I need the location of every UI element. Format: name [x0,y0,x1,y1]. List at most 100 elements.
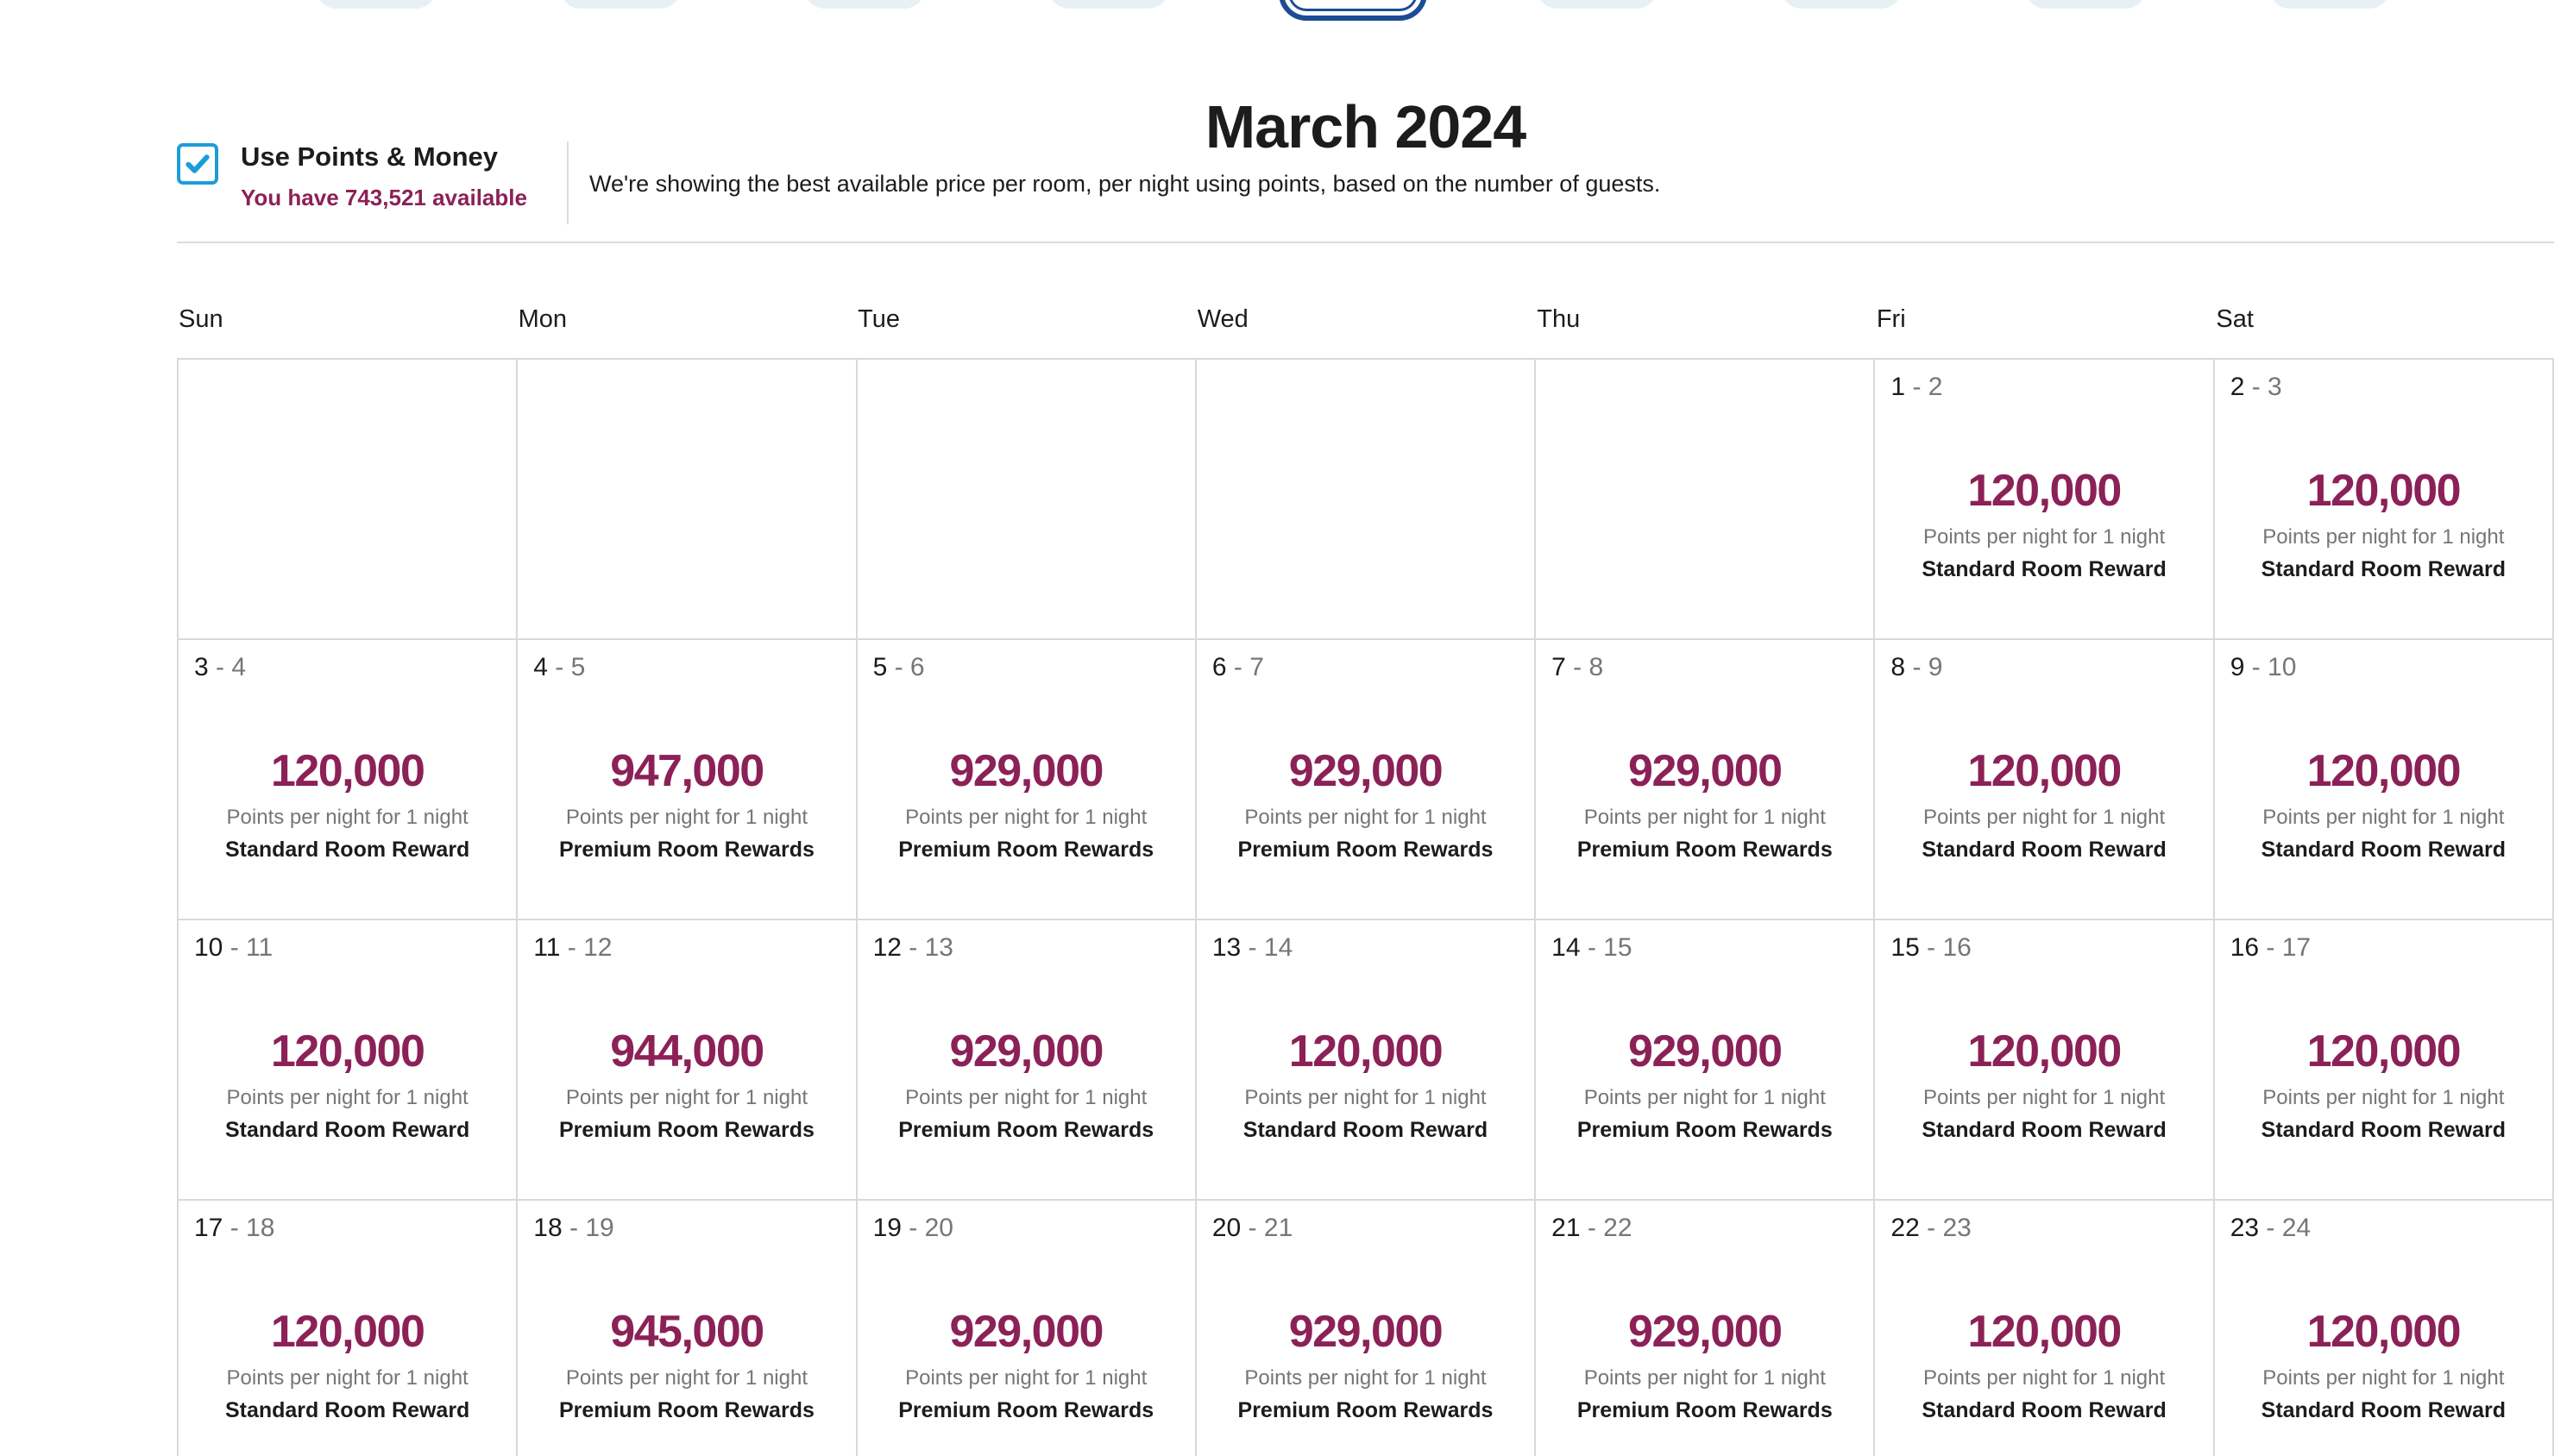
calendar-cell-17-18[interactable]: 17 - 18 120,000 Points per night for 1 nig… [179,1201,519,1456]
weekday-header-row: Sun Mon Tue Wed Thu Fri Sat [177,243,2554,358]
date-range: 10 - 11 [194,933,274,962]
points-caption: Points per night for 1 night [226,1086,469,1109]
points-value: 120,000 [270,1026,425,1076]
room-reward-label: Standard Room Reward [1922,1118,2167,1142]
month-tab[interactable] [560,0,681,9]
date-range: 16 - 17 [2230,933,2312,962]
cell-body: 929,000 Points per night for 1 night Premi… [1197,745,1534,863]
date-range: 11 - 12 [533,933,613,962]
date-range: 17 - 18 [194,1214,275,1242]
month-tab-selected[interactable] [1279,0,1427,21]
points-value: 120,000 [2306,746,2462,796]
use-points-label: Use Points & Money [241,141,498,172]
date-range: 13 - 14 [1211,933,1293,962]
calendar-cell-empty [518,360,858,640]
points-caption: Points per night for 1 night [1922,1366,2166,1390]
month-tab[interactable] [2025,0,2146,9]
cell-body: 929,000 Points per night for 1 night Premi… [858,745,1195,863]
points-caption: Points per night for 1 night [1922,1086,2166,1109]
room-reward-label: Premium Room Rewards [1237,1398,1494,1422]
points-caption: Points per night for 1 night [1583,1086,1826,1109]
room-reward-label: Premium Room Rewards [1237,838,1494,862]
cell-body: 120,000 Points per night for 1 night Stand… [179,745,516,863]
points-caption: Points per night for 1 night [2262,1086,2505,1109]
calendar-cell-22-23[interactable]: 22 - 23 120,000 Points per night for 1 nig… [1875,1201,2215,1456]
room-reward-label: Standard Room Reward [1242,1118,1488,1142]
use-points-checkbox[interactable] [177,143,218,185]
weekday-thu: Thu [1537,305,1581,333]
points-value: 120,000 [1967,1026,2122,1076]
room-reward-label: Standard Room Reward [2261,838,2507,862]
month-tab[interactable] [1781,0,1902,9]
points-value: 944,000 [610,1026,764,1076]
points-caption: Points per night for 1 night [905,1086,1148,1109]
room-reward-label: Premium Room Rewards [558,1398,815,1422]
cell-body: 947,000 Points per night for 1 night Premi… [518,745,855,863]
date-range: 9 - 10 [2230,653,2297,681]
month-tab[interactable] [1048,0,1169,9]
calendar-cell-9-10[interactable]: 9 - 10 120,000 Points per night for 1 nigh… [2214,640,2554,920]
room-reward-label: Premium Room Rewards [898,1118,1154,1142]
calendar-cell-1-2[interactable]: 1 - 2 120,000 Points per night for 1 night… [1875,360,2215,640]
cell-body: 120,000 Points per night for 1 night Stand… [179,1306,516,1423]
points-caption: Points per night for 1 night [1244,1086,1487,1109]
calendar-cell-8-9[interactable]: 8 - 9 120,000 Points per night for 1 night… [1875,640,2215,920]
calendar-cell-4-5[interactable]: 4 - 5 947,000 Points per night for 1 night… [518,640,858,920]
calendar-cell-19-20[interactable]: 19 - 20 929,000 Points per night for 1 nig… [857,1201,1197,1456]
date-range: 4 - 5 [533,653,586,681]
points-value: 929,000 [1288,746,1444,796]
vertical-divider [567,141,569,224]
calendar-cell-18-19[interactable]: 18 - 19 945,000 Points per night for 1 nig… [518,1201,858,1456]
calendar-cell-11-12[interactable]: 11 - 12 944,000 Points per night for 1 nig… [518,920,858,1201]
month-tab[interactable] [1537,0,1658,9]
date-range: 21 - 22 [1551,1214,1632,1242]
room-reward-label: Premium Room Rewards [558,1118,815,1142]
month-tab[interactable] [804,0,925,9]
calendar-cell-13-14[interactable]: 13 - 14 120,000 Points per night for 1 nig… [1196,920,1537,1201]
date-range: 18 - 19 [533,1214,614,1242]
points-value: 120,000 [270,1307,425,1357]
month-tab[interactable] [316,0,437,9]
room-reward-label: Standard Room Reward [1922,838,2167,862]
calendar-cell-6-7[interactable]: 6 - 7 929,000 Points per night for 1 night… [1196,640,1537,920]
cell-body: 120,000 Points per night for 1 night Stand… [2215,745,2552,863]
calendar-cell-21-22[interactable]: 21 - 22 929,000 Points per night for 1 nig… [1536,1201,1876,1456]
points-balance-text: You have 743,521 available [241,185,527,210]
calendar-cell-16-17[interactable]: 16 - 17 120,000 Points per night for 1 nig… [2214,920,2554,1201]
calendar-cell-7-8[interactable]: 7 - 8 929,000 Points per night for 1 night… [1536,640,1876,920]
calendar-cell-5-6[interactable]: 5 - 6 929,000 Points per night for 1 night… [857,640,1197,920]
calendar-cell-empty [857,360,1197,640]
calendar-cell-3-4[interactable]: 3 - 4 120,000 Points per night for 1 night… [179,640,519,920]
cell-body: 120,000 Points per night for 1 night Stand… [1875,745,2212,863]
room-reward-label: Standard Room Reward [224,1118,470,1142]
points-value: 929,000 [1628,746,1783,796]
calendar-cell-15-16[interactable]: 15 - 16 120,000 Points per night for 1 nig… [1875,920,2215,1201]
date-range: 3 - 4 [194,653,247,681]
cell-body: 120,000 Points per night for 1 night Stand… [1875,1026,2212,1143]
calendar-cell-10-11[interactable]: 10 - 11 120,000 Points per night for 1 nig… [179,920,519,1201]
points-value: 120,000 [2306,466,2462,516]
cell-body: 929,000 Points per night for 1 night Premi… [1536,1306,1873,1423]
cell-body: 929,000 Points per night for 1 night Premi… [858,1306,1195,1423]
calendar-cell-14-15[interactable]: 14 - 15 929,000 Points per night for 1 nig… [1536,920,1876,1201]
calendar-grid: 1 - 2 120,000 Points per night for 1 night… [177,358,2554,1456]
calendar-cell-20-21[interactable]: 20 - 21 929,000 Points per night for 1 nig… [1196,1201,1537,1456]
points-value: 929,000 [949,1307,1104,1357]
room-reward-label: Standard Room Reward [2261,1118,2507,1142]
points-value: 120,000 [1967,466,2122,516]
points-caption: Points per night for 1 night [565,806,808,829]
weekday-sun: Sun [179,305,223,333]
calendar-cell-empty [179,360,519,640]
points-caption: Points per night for 1 night [1583,806,1826,829]
calendar-cell-2-3[interactable]: 2 - 3 120,000 Points per night for 1 night… [2214,360,2554,640]
cell-body: 120,000 Points per night for 1 night Stand… [179,1026,516,1143]
calendar-cell-23-24[interactable]: 23 - 24 120,000 Points per night for 1 nig… [2214,1201,2554,1456]
calendar-cell-12-13[interactable]: 12 - 13 929,000 Points per night for 1 nig… [857,920,1197,1201]
points-caption: Points per night for 1 night [565,1366,808,1390]
date-range: 20 - 21 [1211,1214,1293,1242]
cell-body: 929,000 Points per night for 1 night Premi… [1197,1306,1534,1423]
date-range: 7 - 8 [1551,653,1604,681]
month-tab[interactable] [2269,0,2390,9]
cell-body: 929,000 Points per night for 1 night Premi… [1536,1026,1873,1143]
points-value: 929,000 [1288,1307,1444,1357]
